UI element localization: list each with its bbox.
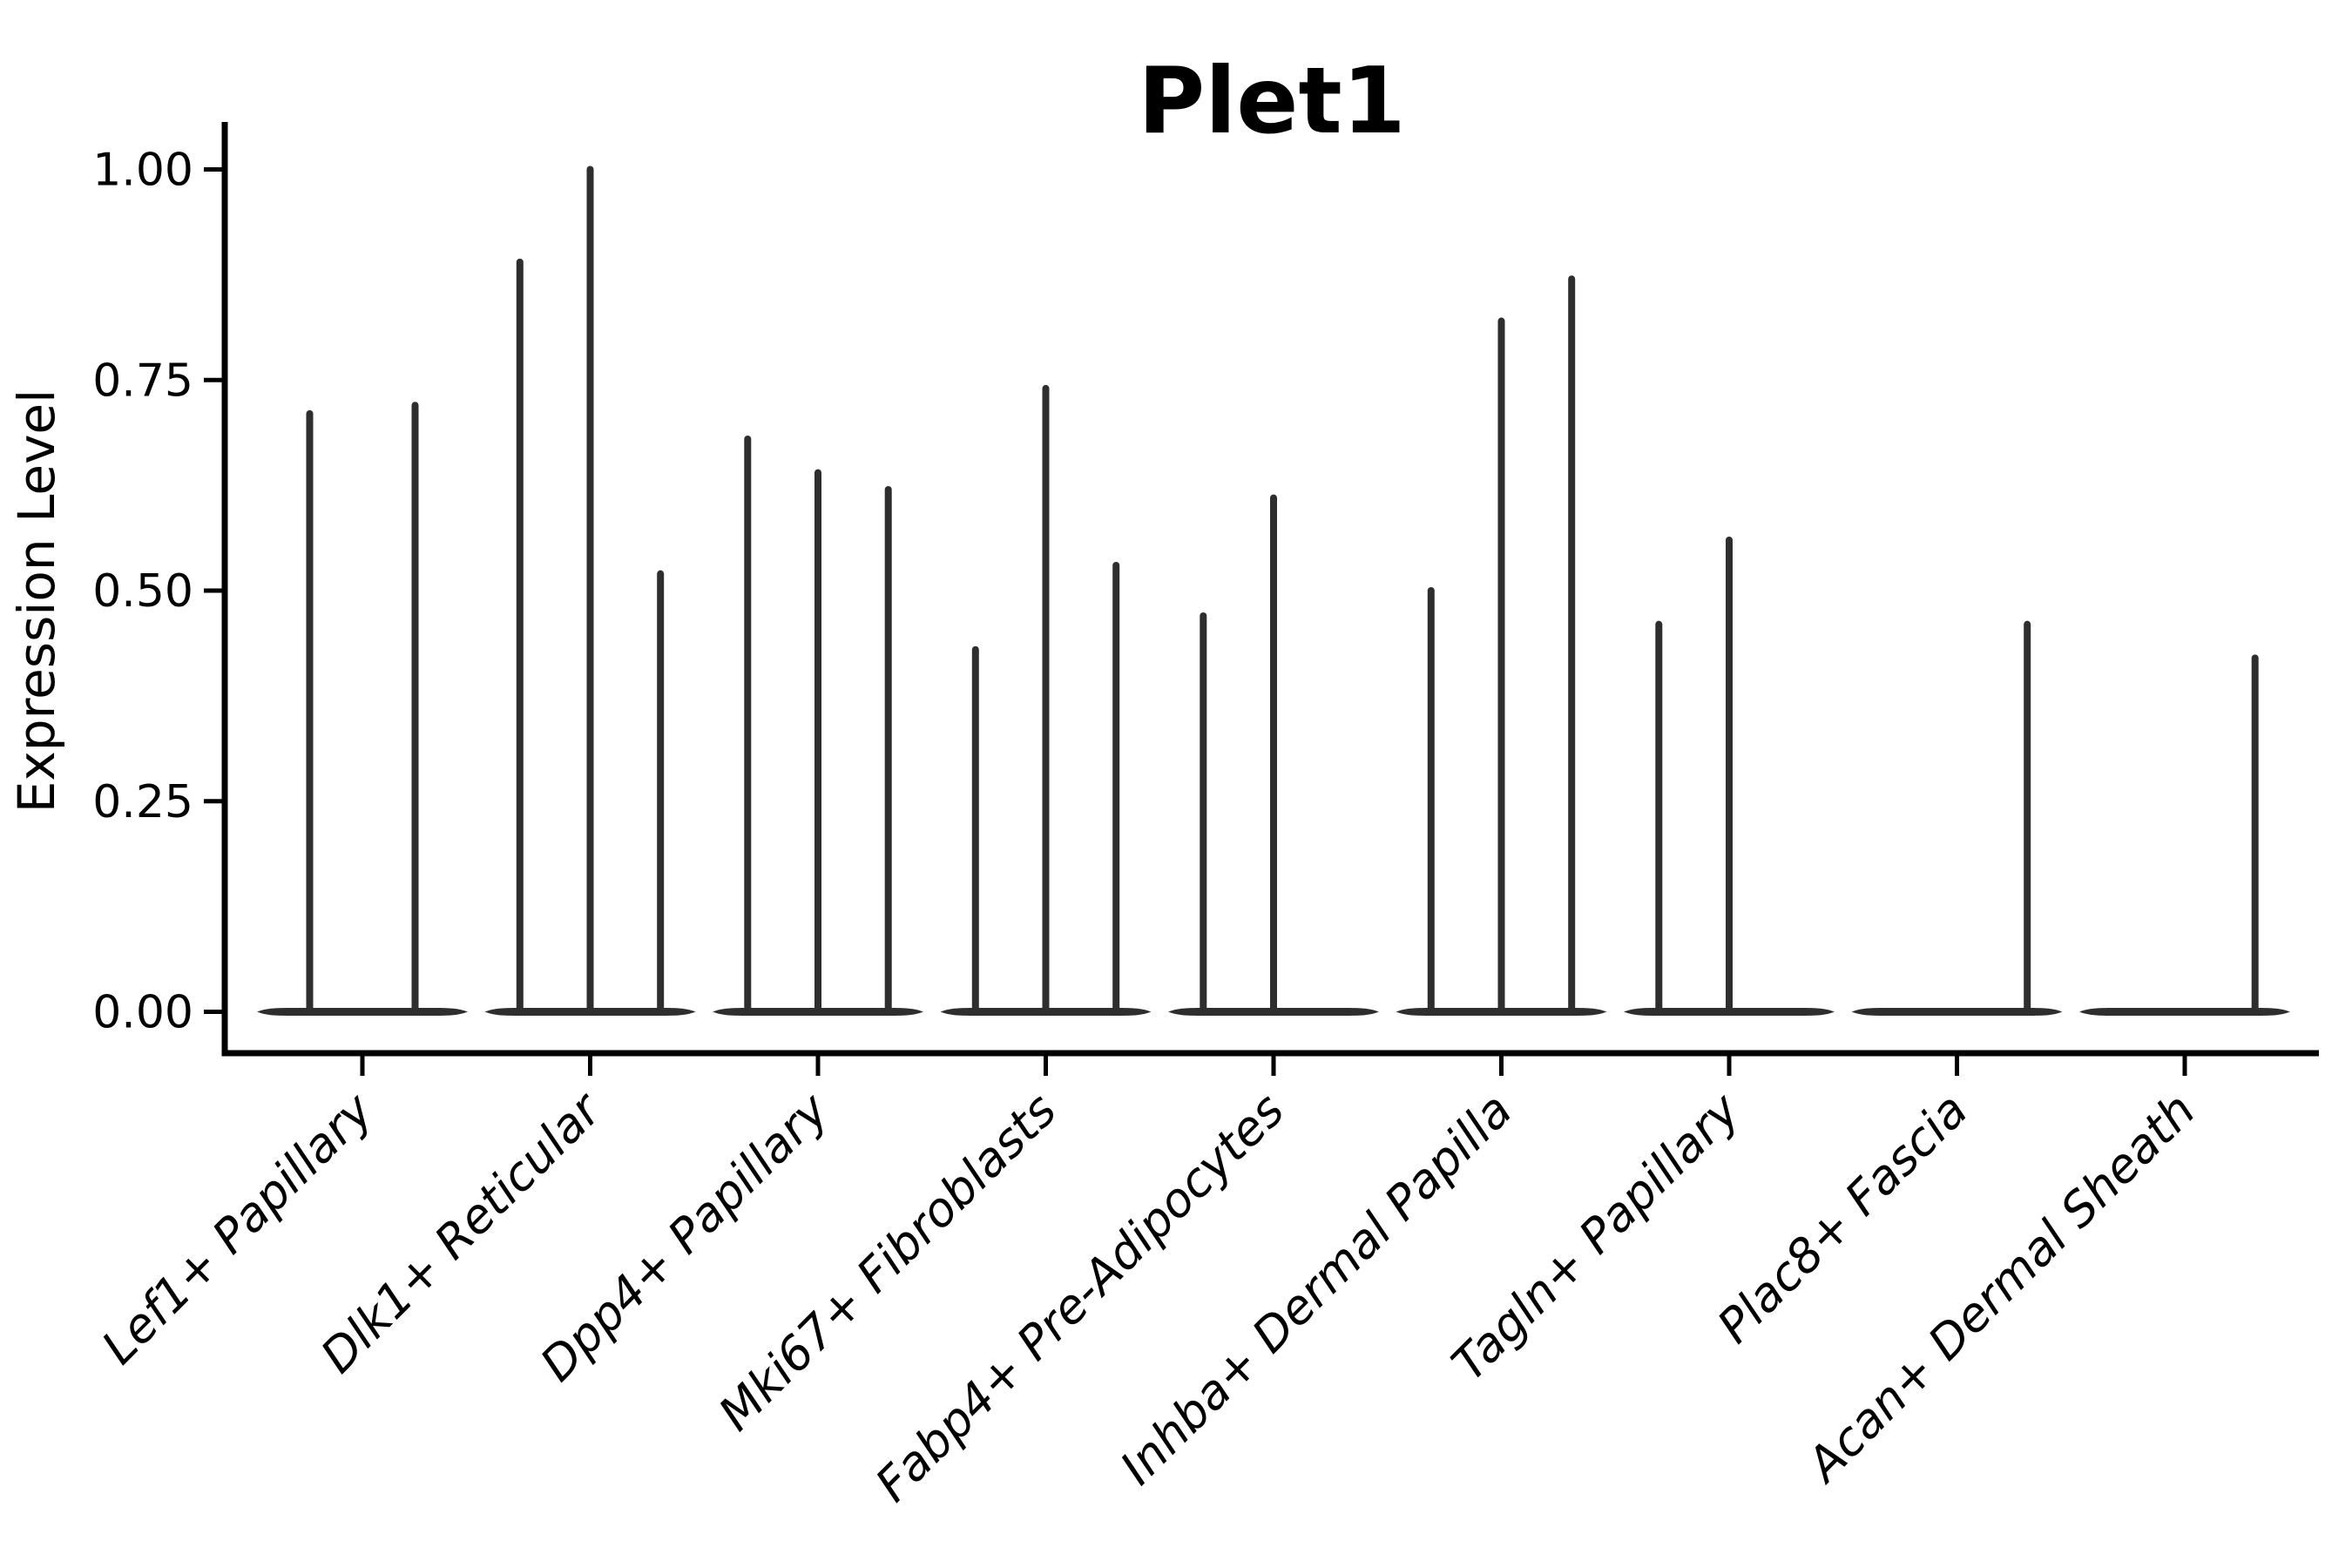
x-tick-label: Inhba+ Dermal Papilla bbox=[1110, 1083, 1523, 1496]
y-tick-label: 0.50 bbox=[92, 565, 193, 618]
y-tick-label: 0.00 bbox=[92, 987, 193, 1039]
violin-baseline bbox=[2079, 1008, 2290, 1016]
violin-baseline bbox=[1851, 1008, 2063, 1016]
x-tick-label: Fabp4+ Pre-Adipocytes bbox=[865, 1083, 1294, 1512]
violin-baseline bbox=[257, 1008, 468, 1016]
violin-layer bbox=[257, 166, 2290, 1016]
y-tick-label: 0.25 bbox=[92, 776, 193, 828]
x-tick-label: Acan+ Dermal Sheath bbox=[1794, 1083, 2206, 1494]
y-tick-label: 0.75 bbox=[92, 355, 193, 407]
y-axis-label: Expression Level bbox=[7, 389, 66, 813]
chart-title: Plet1 bbox=[1138, 48, 1405, 154]
y-tick-label: 1.00 bbox=[92, 145, 193, 197]
